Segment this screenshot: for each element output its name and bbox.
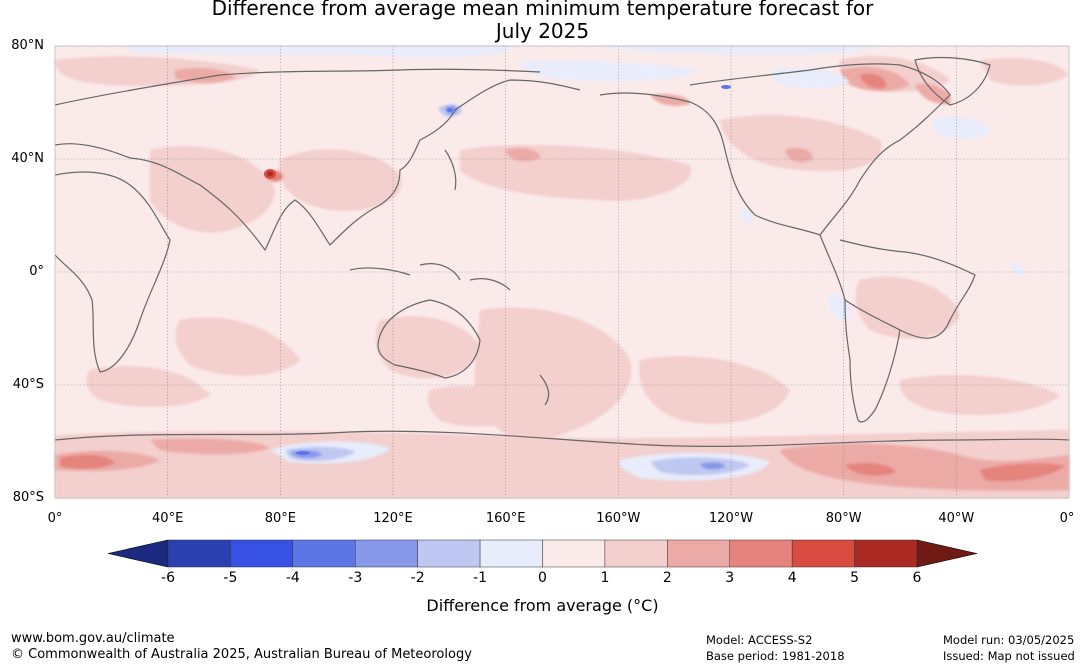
colorbar-segment <box>230 539 294 568</box>
colorbar: -6 -5 -4 -3 -2 -1 0 1 2 3 4 5 6 <box>107 539 978 586</box>
colorbar-tick-label: 0 <box>538 570 547 586</box>
copyright: © Commonwealth of Australia 2025, Austra… <box>11 647 472 662</box>
latitude-label: 80°S <box>12 490 44 505</box>
longitude-label: 0° <box>1059 511 1075 526</box>
colorbar-segment <box>604 539 668 568</box>
colorbar-low-extension <box>107 539 169 568</box>
colorbar-segment <box>542 539 606 568</box>
colorbar-tick-label: 6 <box>913 570 922 586</box>
colorbar-tick-label: -5 <box>223 570 237 586</box>
longitude-label: 160°W <box>596 511 641 526</box>
colorbar-segment <box>791 539 855 568</box>
colorbar-tick-label: 3 <box>725 570 734 586</box>
colorbar-high-extension <box>916 539 978 568</box>
colorbar-segment <box>355 539 418 568</box>
longitude-label: 120°W <box>708 511 754 526</box>
colorbar-tick-label: 2 <box>663 570 672 586</box>
model-name: Model: ACCESS-S2 <box>706 633 813 647</box>
longitude-label: 80°W <box>825 511 862 526</box>
model-run: Model run: 03/05/2025 <box>943 633 1075 647</box>
base-period: Base period: 1981-2018 <box>706 649 845 663</box>
legend-title: Difference from average (°C) <box>426 596 659 615</box>
colorbar-tick-label: 4 <box>788 570 797 586</box>
colorbar-tick-label: 5 <box>850 570 859 586</box>
temperature-map <box>54 45 1070 499</box>
map-area: 80°N 40°N 0° 40°S 80°S 0° 40°E 80°E 120°E 160°E 1… <box>11 38 1075 526</box>
issued-status: Issued: Map not issued <box>943 649 1075 663</box>
warm-anomaly-5-6-regions <box>267 171 273 177</box>
colorbar-segment <box>854 539 918 568</box>
cool-anomaly-minus3-minus4-regions <box>296 85 731 455</box>
coastlines <box>54 56 1070 447</box>
latitude-label: 80°N <box>11 38 44 53</box>
colorbar-segment <box>479 539 543 568</box>
colorbar-tick-label: -1 <box>473 570 487 586</box>
colorbar-segment <box>167 539 231 568</box>
colorbar-tick-label: -2 <box>411 570 425 586</box>
longitude-label: 40°W <box>938 511 975 526</box>
colorbar-tick-label: -3 <box>348 570 362 586</box>
map-title: Difference from average mean minimum tem… <box>211 0 874 43</box>
colorbar-tick-label: -4 <box>286 570 300 586</box>
longitude-label: 0° <box>47 511 63 526</box>
map-frame <box>54 45 1070 499</box>
colorbar-segment <box>667 539 730 568</box>
colorbar-segment <box>292 539 356 568</box>
colorbar-segment <box>417 539 481 568</box>
longitude-label: 120°E <box>373 511 413 526</box>
latitude-label: 0° <box>29 264 44 279</box>
colorbar-segment <box>729 539 793 568</box>
site-url: www.bom.gov.au/climate <box>11 631 175 646</box>
longitude-label: 40°E <box>152 511 184 526</box>
colorbar-tick-label: 1 <box>600 570 609 586</box>
longitude-label: 80°E <box>264 511 296 526</box>
longitude-label: 160°E <box>485 511 526 526</box>
warm-anomaly-3-4-regions <box>60 73 1065 482</box>
latitude-label: 40°S <box>12 377 44 392</box>
colorbar-tick-label: -6 <box>161 570 175 586</box>
latitude-label: 40°N <box>11 151 44 166</box>
